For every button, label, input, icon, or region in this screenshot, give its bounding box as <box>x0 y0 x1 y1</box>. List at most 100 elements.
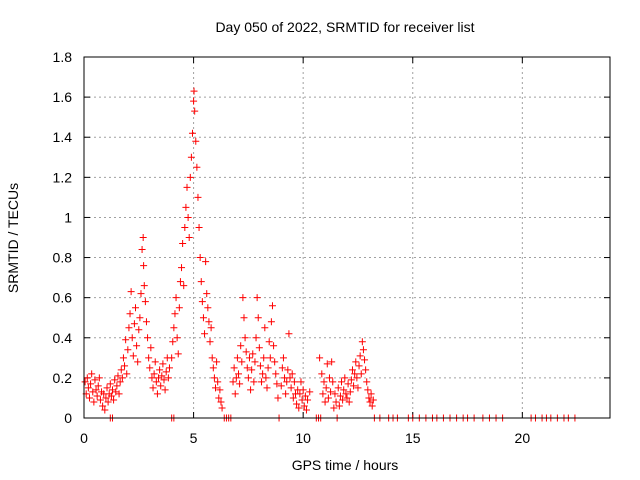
data-point <box>323 360 331 368</box>
data-point <box>101 406 109 414</box>
data-point <box>123 370 131 378</box>
data-point <box>340 386 348 394</box>
data-point <box>261 324 269 332</box>
y-tick-label: 0.4 <box>53 330 73 346</box>
y-tick-label: 1.6 <box>53 89 73 105</box>
data-point <box>144 334 152 342</box>
data-point <box>348 366 356 374</box>
data-point <box>272 370 280 378</box>
data-point <box>114 372 122 380</box>
data-point <box>344 380 352 388</box>
data-point <box>252 334 260 342</box>
data-point <box>197 278 205 286</box>
data-point <box>130 320 138 328</box>
data-point <box>140 262 148 270</box>
data-point <box>162 368 170 376</box>
data-point <box>338 378 346 386</box>
data-point <box>342 390 350 398</box>
data-point <box>142 318 150 326</box>
data-point <box>329 378 337 386</box>
data-point <box>94 382 102 390</box>
data-point <box>217 398 225 406</box>
y-tick-label: 0.6 <box>53 290 73 306</box>
data-point <box>93 392 101 400</box>
data-point <box>255 344 263 352</box>
data-point <box>156 366 164 374</box>
data-point <box>365 394 373 402</box>
data-point <box>174 350 182 358</box>
data-point <box>250 378 258 386</box>
data-point <box>190 97 198 105</box>
data-point <box>84 384 92 392</box>
data-point <box>81 378 89 386</box>
data-point <box>111 376 119 384</box>
data-point <box>186 173 194 181</box>
data-point <box>324 394 332 402</box>
data-point <box>175 304 183 312</box>
data-point <box>325 374 333 382</box>
data-point <box>208 354 216 362</box>
data-point <box>253 294 261 302</box>
data-point <box>104 398 112 406</box>
data-point <box>271 358 279 366</box>
data-point <box>244 374 252 382</box>
data-point <box>318 370 326 378</box>
data-point <box>128 334 136 342</box>
data-point <box>117 366 125 374</box>
data-point <box>203 290 211 298</box>
data-point <box>165 364 173 372</box>
data-point <box>352 358 360 366</box>
data-point <box>233 354 241 362</box>
y-tick-label: 1.8 <box>53 49 73 65</box>
data-point <box>239 294 247 302</box>
data-point <box>357 370 365 378</box>
data-point <box>265 338 273 346</box>
data-point <box>209 364 217 372</box>
data-point <box>346 388 354 396</box>
data-point <box>260 354 268 362</box>
data-point <box>215 394 223 402</box>
data-point <box>364 386 372 394</box>
data-point <box>91 376 99 384</box>
data-point <box>355 362 363 370</box>
data-point <box>192 137 200 145</box>
data-point <box>320 378 328 386</box>
data-point <box>129 352 137 360</box>
data-point <box>132 304 140 312</box>
data-point <box>254 314 262 322</box>
data-point <box>262 374 270 382</box>
data-point <box>124 346 132 354</box>
data-point <box>171 310 179 318</box>
data-point <box>296 390 304 398</box>
data-point <box>359 346 367 354</box>
data-point <box>284 366 292 374</box>
data-point <box>282 390 290 398</box>
data-point <box>184 213 192 221</box>
y-tick-label: 1.4 <box>53 129 73 145</box>
data-point <box>172 294 180 302</box>
data-point <box>182 203 190 211</box>
data-point <box>164 374 172 382</box>
data-point <box>159 360 167 368</box>
data-point <box>297 378 305 386</box>
data-point <box>286 374 294 382</box>
y-tick-label: 0.2 <box>53 370 73 386</box>
data-point <box>293 400 301 408</box>
data-point <box>268 302 276 310</box>
data-point <box>232 374 240 382</box>
data-point <box>263 384 271 392</box>
data-point <box>134 358 142 366</box>
data-point <box>102 394 110 402</box>
data-point <box>236 380 244 388</box>
data-point <box>99 402 107 410</box>
data-point <box>369 396 377 404</box>
data-point <box>122 336 130 344</box>
data-point <box>266 354 274 362</box>
data-point <box>270 342 278 350</box>
y-tick-label: 1 <box>64 209 72 225</box>
data-point <box>204 304 212 312</box>
data-point <box>274 394 282 402</box>
data-point <box>231 390 239 398</box>
data-point <box>206 338 214 346</box>
data-point <box>350 382 358 390</box>
